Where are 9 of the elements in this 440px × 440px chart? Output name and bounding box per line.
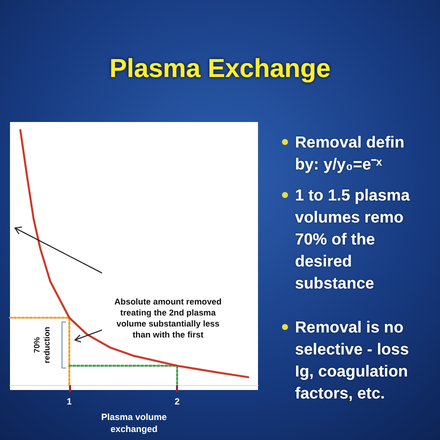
x-axis-title: Plasma volume exchanged <box>101 412 167 434</box>
text: Removal is no selective - loss Ig, coagulation factors, etc. <box>295 320 409 402</box>
x-tick-label: 2 <box>174 396 180 407</box>
annotation: 70% reduction <box>32 326 52 364</box>
text: 1 to 1.5 plasma volumes remo 70% of the desired substance <box>295 188 410 292</box>
annotation: Absolute amount removed treating the 2nd plasma volume substantially less than with the first <box>114 296 222 340</box>
text: Removal defin by: y/y₀=e⁻ˣ <box>295 134 404 174</box>
x-tick-label: 1 <box>66 396 72 407</box>
chart-title: Plasma Exchange <box>109 53 331 83</box>
